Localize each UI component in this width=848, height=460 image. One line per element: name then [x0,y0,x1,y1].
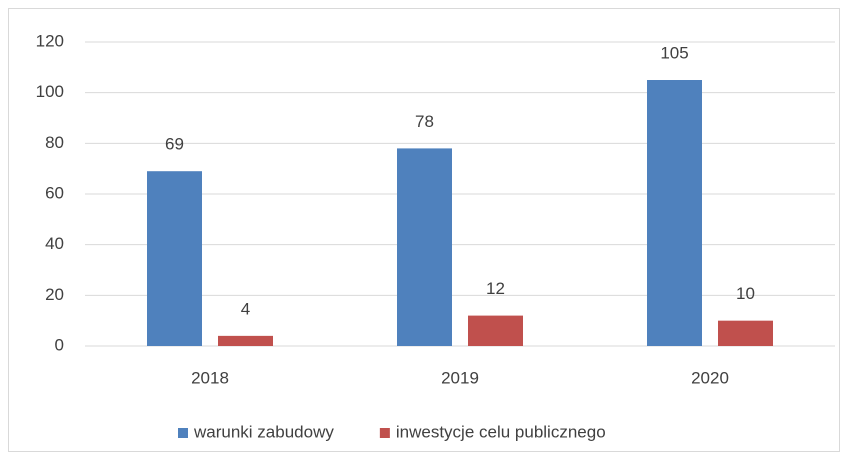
bar [397,148,452,346]
x-tick-label: 2018 [191,368,229,387]
legend-swatch [178,428,188,438]
data-label: 69 [165,135,184,154]
legend-label: warunki zabudowy [193,422,334,441]
bar [147,171,202,346]
y-tick-label: 60 [45,183,64,202]
y-tick-label: 120 [36,31,64,50]
y-tick-label: 20 [45,285,64,304]
y-tick-label: 80 [45,133,64,152]
data-label: 10 [736,284,755,303]
bar [218,335,273,346]
data-label: 4 [241,299,250,318]
data-label: 78 [415,112,434,131]
y-tick-label: 100 [36,82,64,101]
data-label: 12 [486,279,505,298]
data-label: 105 [660,43,688,62]
y-tick-label: 40 [45,234,64,253]
x-tick-label: 2019 [441,368,479,387]
legend-swatch [379,428,390,438]
y-tick-label: 0 [55,335,64,354]
x-tick-label: 2020 [691,368,729,387]
bar [718,320,773,346]
bar [647,80,702,346]
bar [468,315,523,346]
legend-label: inwestycje celu publicznego [396,422,606,441]
